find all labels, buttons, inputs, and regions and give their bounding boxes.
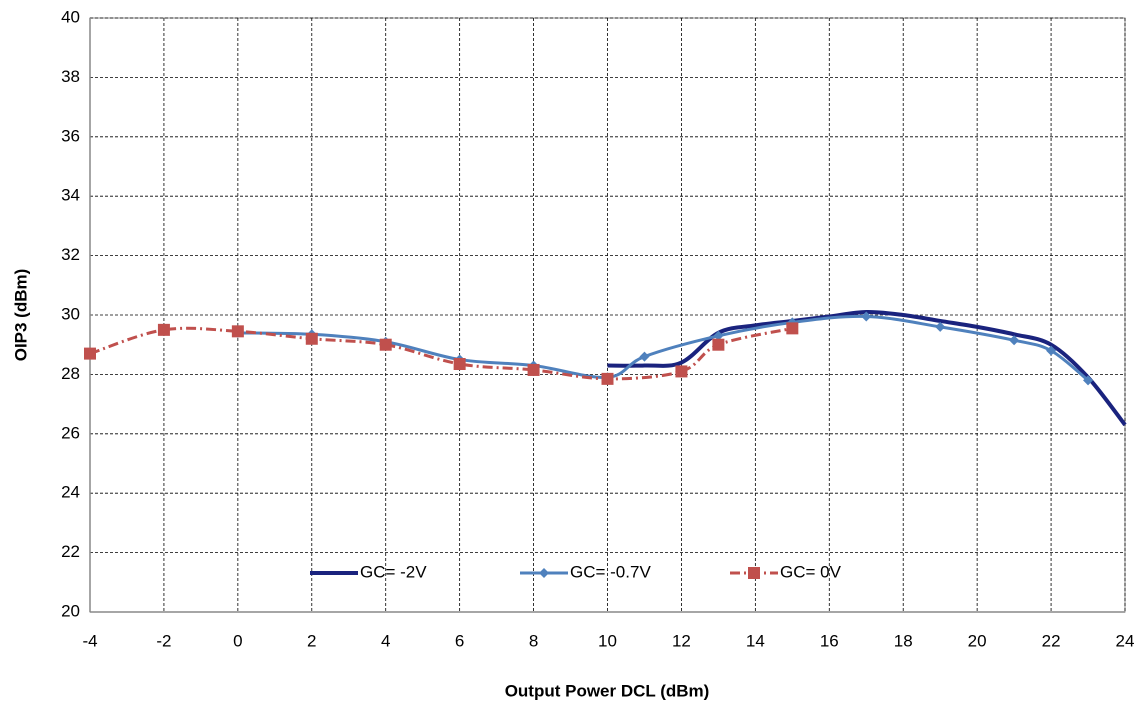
data-point (84, 347, 96, 360)
y-tick-label: 34 (61, 186, 80, 205)
x-tick-label: 0 (233, 631, 242, 650)
x-tick-label: 4 (381, 631, 390, 650)
data-point (712, 338, 725, 351)
data-point (379, 338, 392, 351)
x-tick-label: -4 (82, 631, 97, 650)
legend-label: GC= 0V (780, 562, 842, 581)
x-tick-label: -2 (156, 631, 171, 650)
x-tick-label: 20 (968, 631, 987, 650)
data-point (861, 311, 872, 322)
y-tick-label: 20 (61, 601, 80, 620)
y-tick-label: 26 (61, 423, 80, 442)
data-point (539, 568, 549, 578)
x-tick-label: 24 (1116, 631, 1135, 650)
data-point (305, 332, 318, 345)
y-tick-label: 28 (61, 364, 80, 383)
data-point (601, 372, 614, 385)
data-point (639, 351, 650, 362)
y-tick-label: 40 (61, 7, 80, 26)
data-point (713, 330, 724, 341)
y-tick-label: 30 (61, 304, 80, 323)
data-point (1083, 375, 1094, 386)
data-point (748, 567, 760, 579)
x-tick-label: 16 (820, 631, 839, 650)
data-point (453, 358, 466, 371)
x-tick-label: 2 (307, 631, 316, 650)
x-tick-label: 10 (598, 631, 617, 650)
x-axis-label: Output Power DCL (dBm) (505, 681, 710, 700)
x-tick-label: 8 (529, 631, 538, 650)
data-point (1009, 335, 1020, 346)
data-line (89, 326, 793, 381)
x-tick-label: 22 (1042, 631, 1061, 650)
data-point (157, 323, 170, 336)
y-tick-label: 36 (61, 126, 80, 145)
data-point (935, 321, 946, 332)
data-point (786, 322, 799, 335)
legend-label: GC= -0.7V (570, 562, 651, 581)
x-tick-label: 6 (455, 631, 464, 650)
data-point (675, 365, 688, 378)
legend-label: GC= -2V (360, 562, 427, 581)
y-axis-label: OIP3 (dBm) (11, 269, 30, 362)
y-tick-label: 22 (61, 542, 80, 561)
x-tick-label: 14 (746, 631, 765, 650)
y-tick-label: 38 (61, 67, 80, 86)
data-point (231, 325, 244, 338)
y-tick-label: 32 (61, 245, 80, 264)
data-point (1046, 345, 1057, 356)
x-tick-label: 12 (672, 631, 691, 650)
y-tick-label: 24 (61, 483, 80, 502)
data-point (527, 363, 540, 376)
x-tick-label: 18 (894, 631, 913, 650)
